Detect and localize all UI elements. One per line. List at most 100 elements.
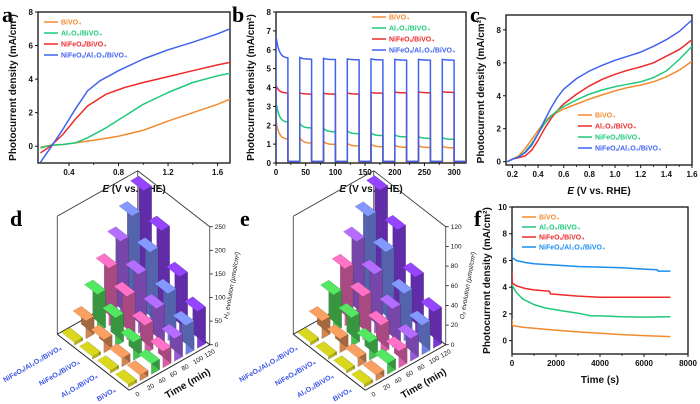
panel-letter: f	[474, 206, 482, 231]
wall-edge	[57, 170, 138, 217]
x-tick-label: 0.8	[113, 168, 125, 177]
y-tick-label: 2	[267, 121, 272, 130]
y-tick-label: 4	[29, 75, 34, 84]
bar-top-face	[338, 302, 360, 319]
panel-letter: b	[232, 2, 244, 27]
bar-top-face	[184, 296, 206, 312]
bar	[115, 369, 137, 388]
panel-letter: e	[240, 206, 250, 231]
bar-top-face	[61, 327, 83, 343]
y-tick-label: 0	[267, 159, 272, 168]
axes-frame	[505, 14, 693, 166]
bar	[143, 293, 165, 348]
bar-top-face	[113, 281, 136, 297]
y-tick-label: 6	[497, 59, 502, 68]
series-line-1	[40, 72, 230, 149]
x-tick-label: 250	[418, 168, 432, 177]
y-tick-label: 2	[497, 125, 502, 134]
bar-top-face	[379, 294, 401, 310]
y-tick-label: 5	[267, 65, 272, 74]
bar-top-face	[148, 215, 170, 231]
y-tick-label: 4	[497, 92, 502, 101]
z-tick-label: 80	[451, 263, 459, 270]
bar-top-face	[172, 310, 195, 326]
bar	[351, 369, 373, 388]
z-tick-label: 40	[451, 302, 459, 309]
series-line-1	[506, 39, 692, 163]
wall-edge	[373, 170, 446, 228]
x-axis-title-variable: E	[567, 186, 574, 197]
bar	[297, 327, 319, 346]
z-tick-label: 0	[215, 342, 219, 349]
y-tick-label: 8	[267, 8, 272, 17]
panel-f: f 0 2000 4000 6000 8000 0 2 4 6 8 10 Time (s) Photocu…	[474, 203, 697, 386]
y-tick-label: 6	[503, 256, 508, 265]
bar-top-face	[84, 279, 106, 295]
legend-label: Al₂O₃/BiVO₄	[61, 31, 102, 38]
y-tick-label: 4	[503, 283, 508, 292]
x-axis-title-variable: E	[102, 184, 109, 195]
x-tick-label: 200	[388, 168, 402, 177]
y-axis-title: Photocurrent density (mA/cm²)	[476, 17, 487, 164]
bar-top-face	[408, 310, 431, 326]
plot-area	[506, 19, 692, 163]
legend-label: BiVO₄	[595, 113, 615, 120]
bar-top-face	[154, 278, 177, 294]
legend-label: NiFeOₓ/Al₂O₃/BiVO₄	[539, 245, 605, 252]
y-tick-label: 8	[29, 8, 34, 17]
bar-top-face	[131, 310, 154, 326]
bar-top-face	[315, 341, 337, 357]
x-tick-label: 6000	[635, 359, 653, 368]
time-tick-label: 60	[169, 369, 179, 379]
bar	[408, 310, 431, 356]
z-tick-label: 100	[451, 243, 462, 250]
legend-label: Al₂O₃/BiVO₄	[539, 225, 580, 232]
bar-top-face	[385, 336, 408, 352]
series-line-3	[512, 248, 671, 272]
x-tick-label: 0.6	[558, 170, 570, 179]
wall-edge	[137, 170, 210, 228]
axes-frame	[37, 11, 231, 164]
bar-top-face	[354, 201, 377, 217]
bar-top-face	[107, 226, 129, 242]
y-tick-label: 6	[267, 46, 272, 55]
bar	[397, 323, 419, 362]
legend-label: BiVO₄	[539, 215, 559, 222]
legend-label: BiVO₄	[61, 20, 81, 27]
time-tick-label: 100	[428, 355, 441, 367]
time-tick-label: 60	[405, 369, 415, 379]
time-tick-label: 80	[417, 363, 427, 373]
y-tick-label: 1	[267, 140, 272, 149]
bar-top-face	[166, 261, 188, 278]
y-tick-label: 0	[29, 142, 34, 151]
bar-top-face	[115, 369, 137, 385]
category-label: BiVO₄	[332, 387, 353, 403]
bar-top-face	[138, 348, 160, 365]
y-tick-label: 2	[29, 109, 34, 118]
bar-top-face	[374, 348, 396, 364]
z-tick-label: 20	[451, 322, 459, 329]
bar-top-face	[390, 278, 413, 294]
bar-top-face	[125, 259, 147, 275]
series-line-3	[276, 35, 466, 163]
z-tick-label: 50	[215, 318, 223, 325]
floor-edge	[56, 333, 130, 391]
bar	[120, 327, 142, 361]
y-tick-label: 8	[497, 26, 502, 35]
panel-letter: a	[2, 2, 13, 27]
bar	[385, 335, 408, 369]
bar	[72, 305, 95, 340]
x-tick-label: 8000	[679, 359, 697, 368]
bar-top-face	[95, 253, 118, 269]
x-tick-label: 1.6	[686, 170, 698, 179]
series-line-0	[512, 319, 671, 338]
time-tick-label: 100	[192, 355, 205, 367]
y-axis-title: Photocurrent density (mA/cm²)	[482, 207, 493, 354]
bar	[308, 305, 331, 340]
plot-area	[39, 28, 230, 163]
bar	[333, 355, 355, 374]
bar	[367, 310, 390, 355]
y-tick-label: 0	[497, 158, 502, 167]
